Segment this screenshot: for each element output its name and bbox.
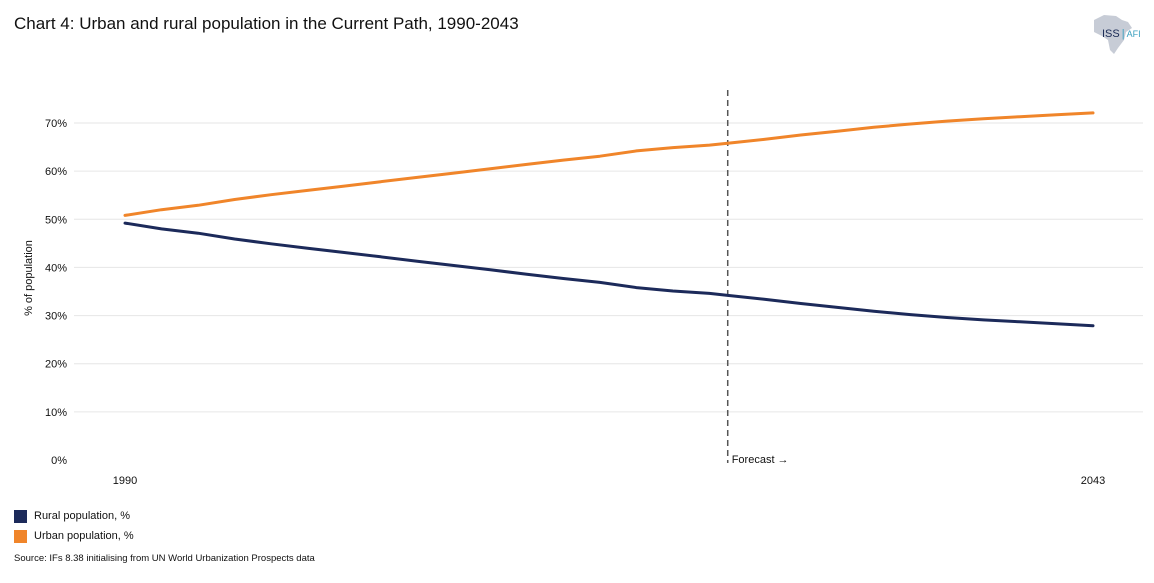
legend-item-rural: Rural population, % [14, 506, 134, 526]
legend: Rural population, % Urban population, % [14, 506, 134, 546]
y-tick-label-30: 30% [45, 311, 67, 323]
y-tick-label-50: 50% [45, 214, 67, 226]
legend-swatch-rural [14, 509, 27, 523]
y-tick-label-10: 10% [45, 407, 67, 419]
y-tick-label-40: 40% [45, 262, 67, 274]
legend-label-rural: Rural population, % [34, 510, 131, 522]
y-tick-label-70: 70% [45, 118, 67, 130]
chart-title: Chart 4: Urban and rural population in t… [14, 14, 519, 33]
series-line-rural [123, 221, 1095, 328]
africa-map-icon [1094, 15, 1132, 54]
line-chart: 0% 10% 20% 30% 40% 50% 60% 70% % of population 19… [23, 90, 1143, 487]
legend-label-urban: Urban population, % [34, 530, 134, 542]
forecast-label: Forecast → [732, 454, 789, 466]
source-note: Source: IFs 8.38 initialising from UN Wo… [14, 553, 315, 564]
series-line-urban [123, 111, 1095, 217]
y-tick-label-0: 0% [51, 455, 67, 467]
legend-swatch-urban [14, 529, 27, 543]
y-tick-label-20: 20% [45, 359, 67, 371]
y-tick-label-60: 60% [45, 166, 67, 178]
x-tick-label-end: 2043 [1081, 475, 1105, 487]
logo-sub-text: AFI [1126, 29, 1141, 39]
legend-item-urban: Urban population, % [14, 526, 134, 546]
logo: ISS | AFI [1102, 28, 1141, 40]
logo-main-text: ISS [1102, 28, 1120, 40]
x-tick-label-start: 1990 [113, 475, 137, 487]
y-axis-title: % of population [23, 240, 35, 316]
